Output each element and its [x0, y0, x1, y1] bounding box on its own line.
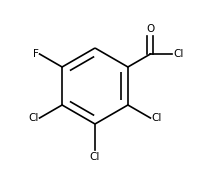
Text: O: O: [146, 24, 155, 34]
Text: F: F: [33, 49, 39, 59]
Text: Cl: Cl: [28, 113, 39, 123]
Text: Cl: Cl: [151, 113, 162, 123]
Text: Cl: Cl: [173, 49, 184, 59]
Text: Cl: Cl: [90, 152, 100, 162]
